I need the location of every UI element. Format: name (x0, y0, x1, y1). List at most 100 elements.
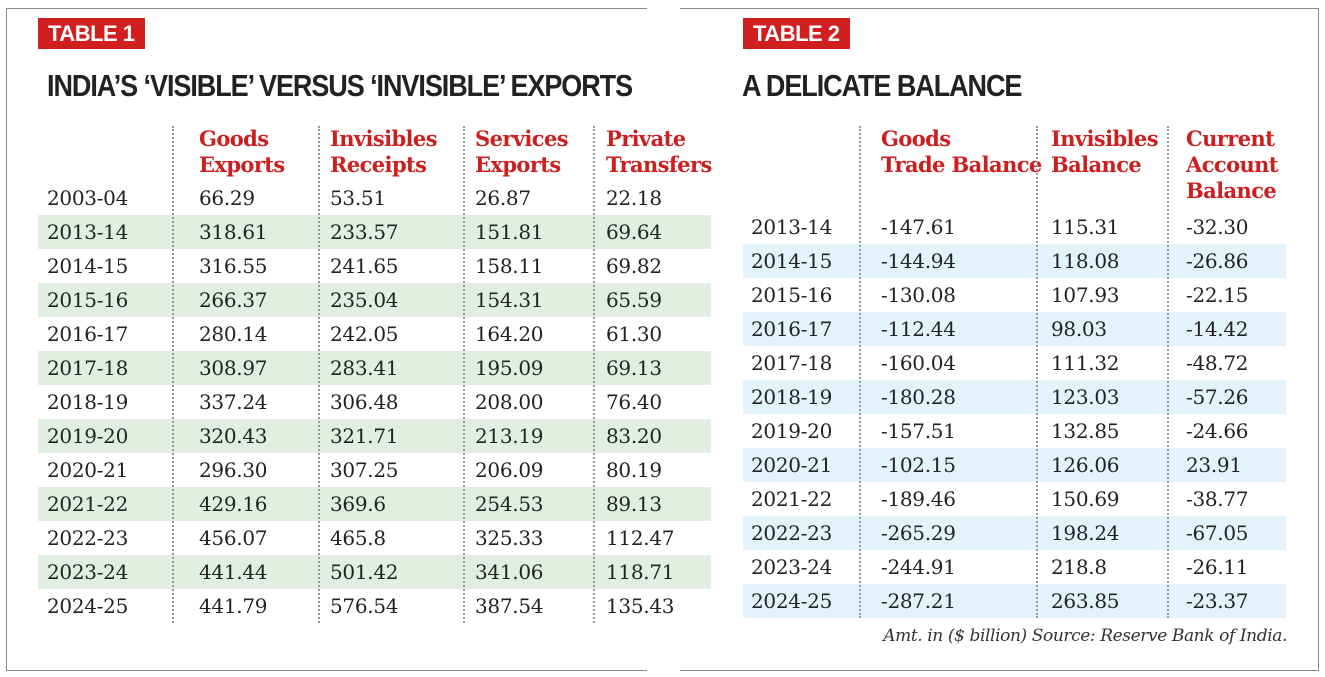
value-cell: -26.11 (1186, 555, 1249, 579)
table1-title: INDIA’S ‘VISIBLE’ VERSUS ‘INVISIBLE’ EXP… (47, 68, 633, 103)
table-row: 2024-25 -287.21 263.85 -23.37 (743, 584, 1286, 618)
value-cell: -24.66 (1186, 419, 1249, 443)
value-cell: 69.82 (606, 254, 662, 278)
year-cell: 2024-25 (751, 589, 833, 613)
column-header-line: Exports (475, 152, 561, 177)
value-cell: -265.29 (881, 521, 956, 545)
year-cell: 2019-20 (751, 419, 833, 443)
column-header-line: Private (606, 126, 686, 151)
value-cell: 213.19 (475, 424, 544, 448)
value-cell: 112.47 (606, 526, 675, 550)
value-cell: -130.08 (881, 283, 956, 307)
value-cell: 107.93 (1051, 283, 1120, 307)
value-cell: 387.54 (475, 594, 544, 618)
column-header-line: Invisibles (1051, 126, 1159, 151)
value-cell: 429.16 (199, 492, 268, 516)
value-cell: 337.24 (199, 390, 268, 414)
table-row: 2016-17 280.14 242.05 164.20 61.30 (38, 317, 711, 351)
column-header-line: Balance (1051, 152, 1142, 177)
value-cell: -67.05 (1186, 521, 1249, 545)
year-cell: 2017-18 (47, 356, 129, 380)
value-cell: 296.30 (199, 458, 268, 482)
value-cell: 69.64 (606, 220, 662, 244)
value-cell: -57.26 (1186, 385, 1249, 409)
value-cell: 325.33 (475, 526, 544, 550)
column-divider (172, 126, 174, 623)
column-header: Goods Exports (199, 126, 285, 178)
value-cell: 118.08 (1051, 249, 1120, 273)
table-row: 2018-19 337.24 306.48 208.00 76.40 (38, 385, 711, 419)
column-divider (859, 126, 861, 618)
column-header: Invisibles Receipts (330, 126, 438, 178)
value-cell: 266.37 (199, 288, 268, 312)
value-cell: 320.43 (199, 424, 268, 448)
value-cell: 135.43 (606, 594, 675, 618)
value-cell: 150.69 (1051, 487, 1120, 511)
year-cell: 2003-04 (47, 186, 129, 210)
value-cell: 83.20 (606, 424, 662, 448)
table-row: 2014-15 -144.94 118.08 -26.86 (743, 244, 1286, 278)
table-row: 2022-23 -265.29 198.24 -67.05 (743, 516, 1286, 550)
value-cell: 26.87 (475, 186, 531, 210)
column-divider (1036, 126, 1038, 618)
value-cell: 263.85 (1051, 589, 1120, 613)
value-cell: 308.97 (199, 356, 268, 380)
table-row: 2021-22 -189.46 150.69 -38.77 (743, 482, 1286, 516)
value-cell: 69.13 (606, 356, 662, 380)
value-cell: 23.91 (1186, 453, 1242, 477)
source-note: Amt. in ($ billion) Source: Reserve Bank… (883, 626, 1287, 646)
value-cell: 66.29 (199, 186, 255, 210)
table2-badge: TABLE 2 (743, 18, 850, 49)
value-cell: 80.19 (606, 458, 662, 482)
table-row: 2019-20 320.43 321.71 213.19 83.20 (38, 419, 711, 453)
year-cell: 2021-22 (751, 487, 833, 511)
table-row: 2022-23 456.07 465.8 325.33 112.47 (38, 521, 711, 555)
value-cell: 341.06 (475, 560, 544, 584)
year-cell: 2022-23 (47, 526, 129, 550)
column-header-line: Trade Balance (881, 152, 1042, 177)
value-cell: 123.03 (1051, 385, 1120, 409)
value-cell: -180.28 (881, 385, 956, 409)
value-cell: -147.61 (881, 215, 956, 239)
column-header-line: Transfers (606, 152, 712, 177)
value-cell: -189.46 (881, 487, 956, 511)
table-row: 2020-21 296.30 307.25 206.09 80.19 (38, 453, 711, 487)
year-cell: 2022-23 (751, 521, 833, 545)
year-cell: 2016-17 (751, 317, 833, 341)
table-row: 2018-19 -180.28 123.03 -57.26 (743, 380, 1286, 414)
year-cell: 2014-15 (751, 249, 833, 273)
year-cell: 2023-24 (751, 555, 833, 579)
value-cell: -157.51 (881, 419, 956, 443)
value-cell: 501.42 (330, 560, 399, 584)
table-row: 2003-04 66.29 53.51 26.87 22.18 (38, 181, 711, 215)
value-cell: 465.8 (330, 526, 386, 550)
value-cell: 98.03 (1051, 317, 1107, 341)
value-cell: -112.44 (881, 317, 956, 341)
column-header-line: Services (475, 126, 569, 151)
year-cell: 2023-24 (47, 560, 129, 584)
year-cell: 2015-16 (751, 283, 833, 307)
value-cell: 115.31 (1051, 215, 1120, 239)
value-cell: 233.57 (330, 220, 399, 244)
column-header-line: Receipts (330, 152, 427, 177)
year-cell: 2018-19 (751, 385, 833, 409)
value-cell: 126.06 (1051, 453, 1120, 477)
table-row: 2017-18 -160.04 111.32 -48.72 (743, 346, 1286, 380)
value-cell: 22.18 (606, 186, 662, 210)
value-cell: -48.72 (1186, 351, 1249, 375)
value-cell: 441.79 (199, 594, 268, 618)
year-cell: 2017-18 (751, 351, 833, 375)
table-row: 2020-21 -102.15 126.06 23.91 (743, 448, 1286, 482)
table-row: 2021-22 429.16 369.6 254.53 89.13 (38, 487, 711, 521)
value-cell: 242.05 (330, 322, 399, 346)
table-row: 2013-14 -147.61 115.31 -32.30 (743, 210, 1286, 244)
column-header: Private Transfers (606, 126, 712, 178)
value-cell: 53.51 (330, 186, 386, 210)
table2: 2013-14 -147.61 115.31 -32.30 2014-15 -144.94… (743, 126, 1286, 618)
year-cell: 2019-20 (47, 424, 129, 448)
value-cell: 61.30 (606, 322, 662, 346)
year-cell: 2018-19 (47, 390, 129, 414)
column-divider (318, 126, 320, 623)
value-cell: 206.09 (475, 458, 544, 482)
table-row: 2015-16 266.37 235.04 154.31 65.59 (38, 283, 711, 317)
